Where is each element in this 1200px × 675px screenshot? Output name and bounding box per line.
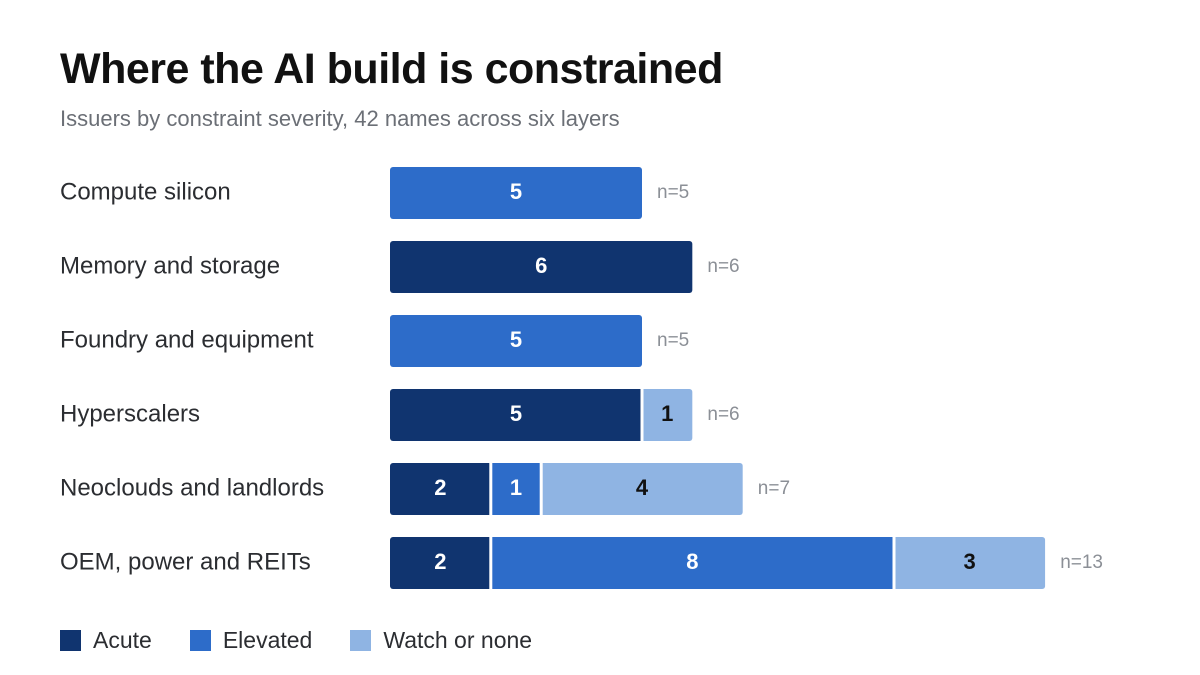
bar-segment-elevated — [490, 463, 542, 515]
row-total-label: n=5 — [657, 330, 689, 351]
segment-divider — [489, 463, 493, 515]
bar-row-memory-and-storage: Memory and storage 6 n=6 — [60, 241, 740, 293]
category-label: Hyperscalers — [60, 400, 200, 427]
bar-segment-elevated — [390, 167, 642, 219]
segment-divider — [892, 537, 896, 589]
legend-swatch-acute — [60, 630, 81, 651]
segment-value-label: 2 — [434, 549, 446, 574]
legend-swatch-watch — [350, 630, 372, 651]
row-total-label: n=7 — [758, 478, 790, 499]
segment-value-label: 5 — [510, 401, 522, 426]
category-label: Neoclouds and landlords — [60, 474, 324, 501]
row-total-label: n=5 — [657, 182, 689, 203]
bar-segment-acute — [390, 389, 642, 441]
bar-row-foundry-and-equipment: Foundry and equipment 5 n=5 — [60, 315, 689, 367]
bar-row-oem-power-and-reits: OEM, power and REITs 2 8 3 n=13 — [60, 537, 1103, 589]
segment-divider — [489, 537, 493, 589]
segment-divider — [539, 463, 543, 515]
bar-row-compute-silicon: Compute silicon 5 n=5 — [60, 167, 689, 219]
legend-label-watch: Watch or none — [383, 627, 533, 653]
chart-title: Where the AI build is constrained — [60, 45, 723, 93]
bar-segment-acute — [390, 463, 491, 515]
bar-segment-elevated — [490, 537, 894, 589]
row-total-label: n=13 — [1060, 552, 1103, 573]
row-total-label: n=6 — [707, 404, 739, 425]
segment-value-label: 5 — [510, 327, 522, 352]
segment-value-label: 1 — [661, 401, 673, 426]
bar-segment-acute — [390, 537, 491, 589]
bar-segment-watch-or-none — [642, 389, 693, 441]
segment-value-label: 2 — [434, 475, 446, 500]
segment-value-label: 5 — [510, 179, 522, 204]
segment-value-label: 6 — [535, 253, 547, 278]
category-label: Foundry and equipment — [60, 326, 314, 353]
bar-row-neoclouds-and-landlords: Neoclouds and landlords 2 1 4 n=7 — [60, 463, 790, 515]
legend-item-elevated: Elevated — [189, 627, 313, 654]
legend-item-acute: Acute — [60, 627, 152, 654]
segment-value-label: 3 — [963, 549, 975, 574]
legend-label-elevated: Elevated — [222, 627, 313, 653]
category-label: Compute silicon — [60, 178, 231, 205]
category-label: Memory and storage — [60, 252, 280, 279]
segment-value-label: 4 — [636, 475, 649, 500]
category-label: OEM, power and REITs — [60, 548, 311, 575]
bar-segment-watch-or-none — [894, 537, 1046, 589]
bar-segment-elevated — [390, 315, 642, 367]
bar-row-hyperscalers: Hyperscalers 5 1 n=6 — [60, 389, 740, 441]
legend-item-watch: Watch or none — [350, 627, 532, 654]
segment-value-label: 8 — [686, 549, 698, 574]
legend-swatch-elevated — [189, 630, 211, 651]
segment-divider — [640, 389, 644, 441]
legend-label-acute: Acute — [93, 627, 152, 653]
stacked-bar-chart: Compute silicon 5 n=5 Memory and storage 6 n=… — [60, 167, 1103, 589]
chart-subtitle: Issuers by constraint severity, 42 names… — [60, 106, 620, 131]
chart-legend: Acute Elevated Watch or none — [60, 627, 570, 654]
bar-segment-acute — [390, 241, 693, 293]
bar-segment-watch-or-none — [541, 463, 743, 515]
segment-value-label: 1 — [510, 475, 522, 500]
row-total-label: n=6 — [707, 256, 739, 277]
